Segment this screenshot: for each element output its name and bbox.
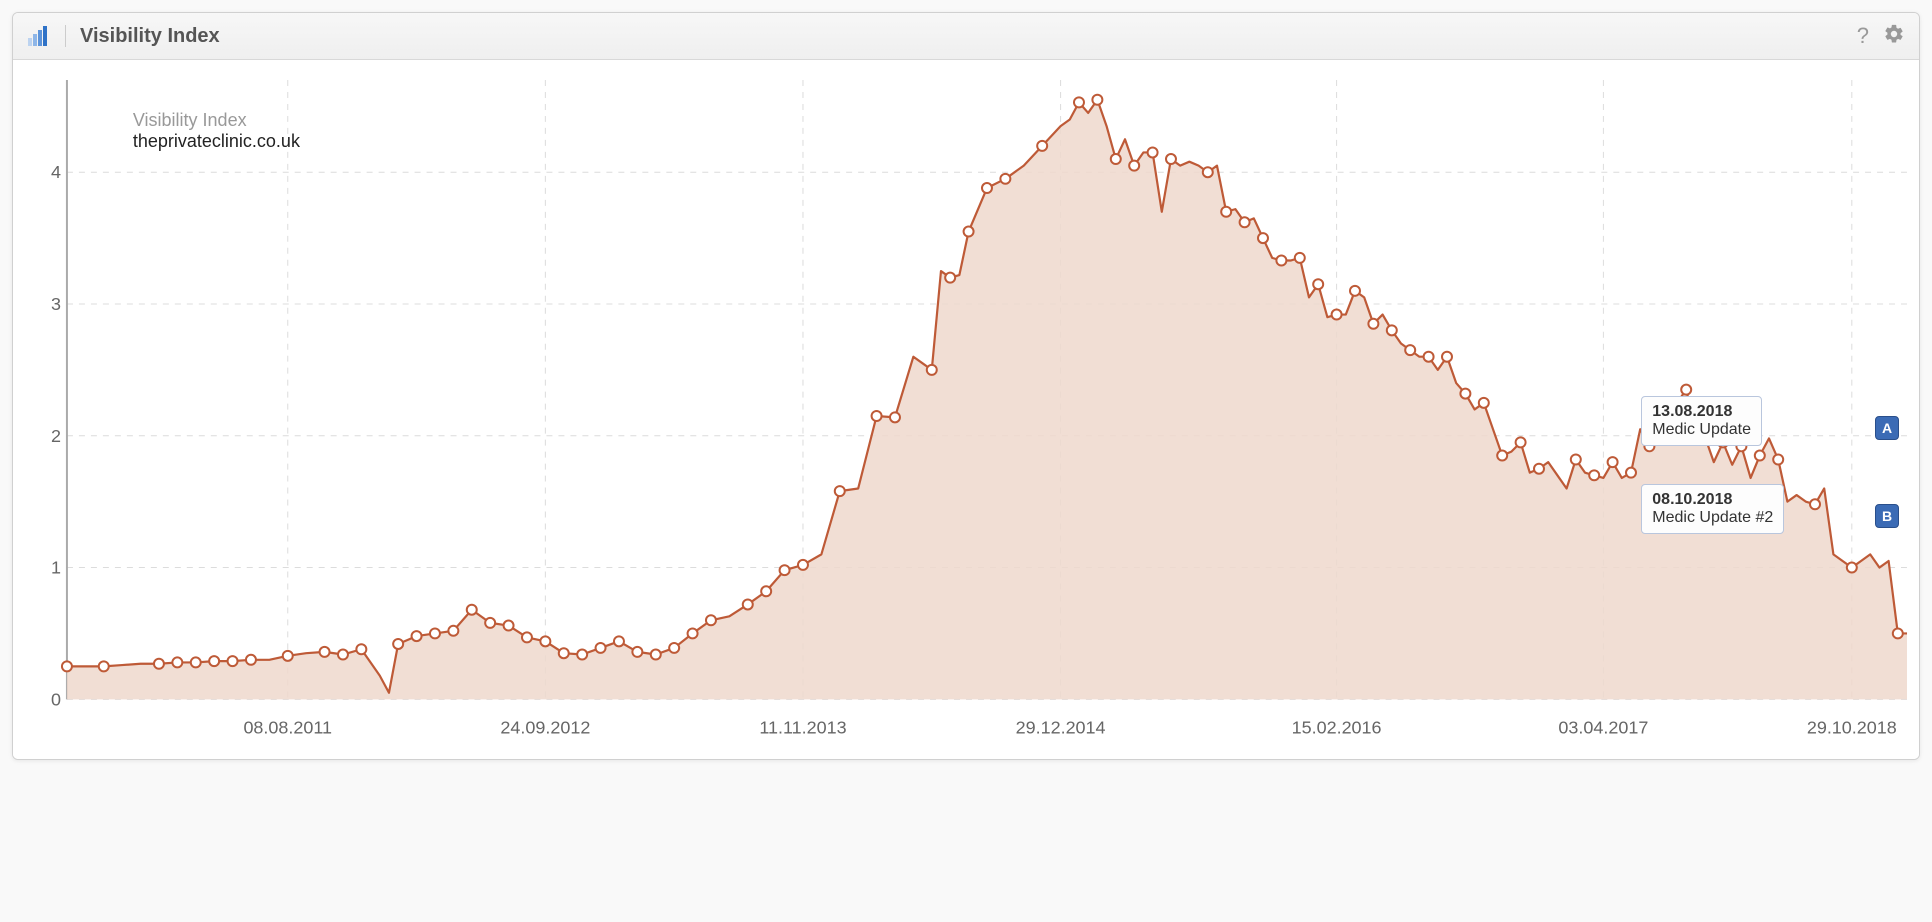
annotation-date: 08.10.2018 xyxy=(1652,491,1773,509)
svg-text:15.02.2016: 15.02.2016 xyxy=(1292,717,1382,737)
visibility-index-panel: Visibility Index ? 0 1 2 3 4 08.08.2011 24.09.… xyxy=(12,12,1920,760)
help-icon[interactable]: ? xyxy=(1857,25,1869,47)
gear-icon[interactable] xyxy=(1883,23,1905,49)
chart-area: 0 1 2 3 4 08.08.2011 24.09.2012 11.11.2013 29.12… xyxy=(13,60,1919,759)
annotation-a[interactable]: 13.08.2018Medic Update xyxy=(1641,396,1762,446)
legend-label: Visibility Index xyxy=(133,110,300,131)
panel-header: Visibility Index ? xyxy=(13,13,1919,60)
svg-text:3: 3 xyxy=(51,294,61,314)
annotation-label: Medic Update #2 xyxy=(1652,509,1773,527)
bars-icon xyxy=(27,26,49,46)
visibility-index-chart[interactable]: 0 1 2 3 4 08.08.2011 24.09.2012 11.11.2013 29.12… xyxy=(13,60,1919,759)
svg-text:08.08.2011: 08.08.2011 xyxy=(243,717,332,737)
svg-text:24.09.2012: 24.09.2012 xyxy=(500,717,590,737)
annotation-b[interactable]: 08.10.2018Medic Update #2 xyxy=(1641,484,1784,534)
panel-title: Visibility Index xyxy=(80,25,220,48)
legend-domain: theprivateclinic.co.uk xyxy=(133,131,300,152)
annotation-label: Medic Update xyxy=(1652,421,1751,439)
annotation-date: 13.08.2018 xyxy=(1652,403,1751,421)
svg-text:1: 1 xyxy=(51,558,61,578)
svg-text:2: 2 xyxy=(51,426,61,446)
svg-text:29.10.2018: 29.10.2018 xyxy=(1807,717,1897,737)
svg-text:11.11.2013: 11.11.2013 xyxy=(759,717,846,737)
annotation-badge-b[interactable]: B xyxy=(1875,504,1899,528)
svg-text:4: 4 xyxy=(51,162,61,182)
svg-text:29.12.2014: 29.12.2014 xyxy=(1016,717,1106,737)
svg-text:0: 0 xyxy=(51,689,61,709)
series-legend: Visibility Index theprivateclinic.co.uk xyxy=(133,110,300,152)
annotation-badge-a[interactable]: A xyxy=(1875,416,1899,440)
header-separator xyxy=(65,25,66,47)
svg-text:03.04.2017: 03.04.2017 xyxy=(1558,717,1648,737)
